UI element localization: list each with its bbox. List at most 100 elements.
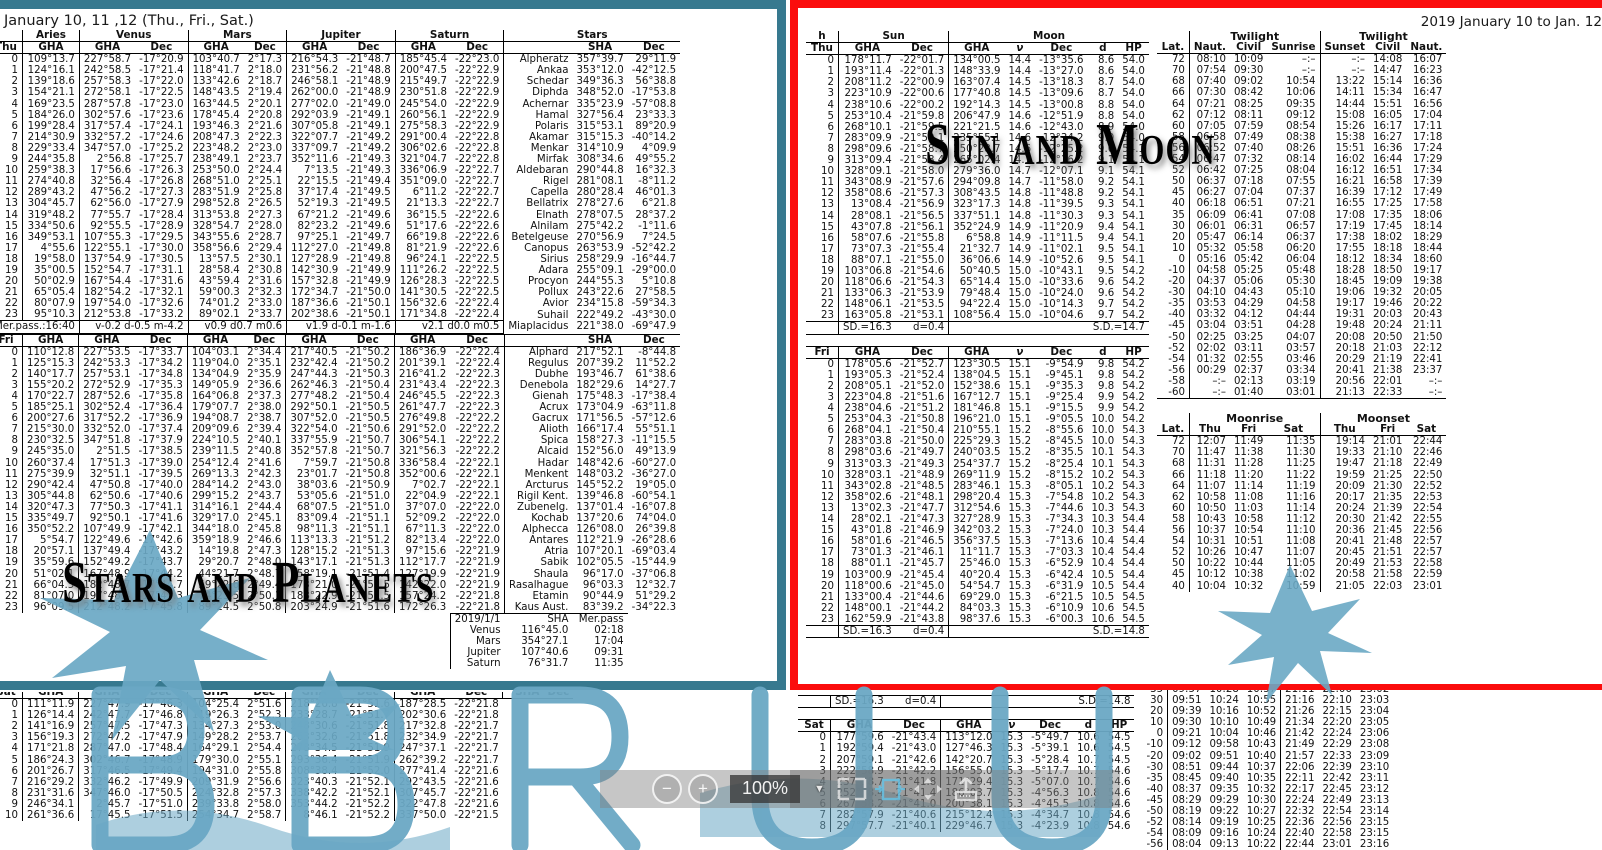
zoom-toolbar[interactable]: − + 100% ▼ xyxy=(652,772,987,806)
value-cell: -9°15.5 xyxy=(1045,403,1084,415)
value-cell: 163°07.4 xyxy=(948,77,1005,89)
time-cell: 09:21 xyxy=(1167,728,1206,740)
table-row: 23 162°59.9 -21°43.8 98°37.6 15.3 -6°00.3 10.6… xyxy=(806,613,1149,626)
value-cell: -6°52.9 xyxy=(1045,558,1084,570)
value-cell: -22°21.6 xyxy=(454,776,499,788)
value-cell: 337°50.0 xyxy=(394,810,451,822)
aries-mer-pass: Mer.pass.:16:40 xyxy=(0,320,80,334)
value-cell: 358°56.6 xyxy=(187,242,244,254)
star-name-cell: Alioth xyxy=(504,424,573,436)
value-cell: 9.9 xyxy=(1098,392,1115,403)
time-cell: 04:58 xyxy=(1188,264,1230,277)
value-cell: -21°48.9 xyxy=(899,469,945,481)
time-cell: 10:58 xyxy=(1233,513,1264,525)
value-cell: 10.5 xyxy=(1091,569,1115,581)
value-cell: 126°14.4 xyxy=(21,710,79,722)
value-cell: 37°17.4 xyxy=(286,187,343,199)
hour-cell: 5 xyxy=(11,402,18,414)
time-cell: 21:53 xyxy=(1373,558,1403,570)
table-row: 70 11:47 11:38 11:30 19:33 21:10 22:46 xyxy=(1157,447,1446,459)
value-cell: -17°26.8 xyxy=(139,176,184,188)
star-sha-cell: 217°52.1 xyxy=(576,346,624,358)
time-cell: 21:42 xyxy=(1280,728,1319,740)
value-cell: 269°13.3 xyxy=(186,468,244,480)
hour-cell: 12 xyxy=(821,491,834,503)
time-cell: 10:06 xyxy=(1286,87,1316,99)
value-cell: 246°34.1 xyxy=(21,798,79,811)
table-row: 11 274°40.8 32°56.4 -17°26.8 268°51.0 2°25.1 2… xyxy=(0,176,680,188)
value-cell: -21°52.0 xyxy=(345,765,391,777)
value-cell: -21°52.1 xyxy=(345,776,391,788)
time-cell: 05:42 xyxy=(1233,253,1264,265)
table-row: 2 208°11.2 -22°00.9 163°07.4 14.5 -13°18.3 8.7… xyxy=(806,77,1149,89)
time-cell: 11:02 xyxy=(1286,569,1316,581)
value-cell: 337°51.1 xyxy=(948,210,1005,222)
value-cell: 15.3 xyxy=(1008,514,1032,526)
zoom-in-button[interactable]: + xyxy=(688,774,718,804)
time-cell: 09:58 xyxy=(1209,739,1239,751)
value-cell: 54.2 xyxy=(1122,277,1145,289)
value-cell: -17°22.5 xyxy=(139,87,184,99)
star-dec-cell: -36°27.0 xyxy=(631,468,677,480)
fullscreen-icon[interactable] xyxy=(911,775,945,803)
table-row: 58 10:43 10:58 11:12 20:30 21:42 22:55 xyxy=(1157,513,1446,526)
value-cell: -17°30.0 xyxy=(139,242,184,254)
time-cell: 04:37 xyxy=(1188,276,1230,288)
time-cell: 22:12 xyxy=(1413,342,1443,354)
time-cell: 13:22 xyxy=(1319,76,1369,88)
time-cell: 19:46 xyxy=(1373,298,1403,310)
value-cell: 307°52.0 xyxy=(285,413,342,425)
chevron-down-icon[interactable]: ▼ xyxy=(814,783,825,795)
time-cell: 10:22 xyxy=(1188,558,1230,570)
time-cell: 14:08 xyxy=(1373,54,1403,66)
value-cell: -22°22.6 xyxy=(454,231,500,243)
fit-width-icon[interactable] xyxy=(873,775,907,803)
col-header-civil: Civil xyxy=(1369,42,1407,55)
value-cell: 14.9 xyxy=(1008,254,1032,266)
value-cell: 67°11.3 xyxy=(394,524,451,536)
hour-cell: 17 xyxy=(821,243,834,255)
value-cell: -22°21.8 xyxy=(454,699,499,711)
star-sha-cell: 96°03.3 xyxy=(582,579,624,591)
hour-cell: 8 xyxy=(827,143,834,155)
zoom-level-label[interactable]: 100% xyxy=(730,775,801,803)
star-sha-cell: 258°29.9 xyxy=(576,253,624,265)
share-upload-icon[interactable] xyxy=(949,775,983,803)
value-cell: 224°10.5 xyxy=(186,435,244,447)
time-cell: 11:07 xyxy=(1188,480,1230,492)
merpass-date: 2019/1/1 xyxy=(449,612,505,625)
time-cell: 07:55 xyxy=(1286,176,1316,188)
value-cell: -7°13.6 xyxy=(1045,536,1084,548)
value-cell: -22°21.8 xyxy=(455,601,501,613)
value-cell: -21°45.7 xyxy=(899,558,945,570)
time-cell: 10:43 xyxy=(1246,739,1277,751)
value-cell: 276°49.8 xyxy=(394,413,451,425)
table-row: 17 73°01.3 -21°46.1 11°11.7 15.3 -7°03.3 10.4 5… xyxy=(806,547,1149,559)
value-cell: -10°52.6 xyxy=(1039,254,1084,266)
table-row: 5 185°25.1 302°52.4 -17°36.4 179°07.7 2°38.0 2… xyxy=(0,402,680,414)
value-cell: 140°17.7 xyxy=(21,368,79,380)
value-cell: -21°50.7 xyxy=(345,435,391,447)
value-cell: 15.3 xyxy=(1008,536,1032,548)
value-cell: -21°52.2 xyxy=(345,798,391,810)
value-cell: 54.1 xyxy=(1122,188,1145,200)
value-cell: 306°02.6 xyxy=(394,142,451,155)
table-row: 70 07:54 09:30 –:– –:– 14:47 16:23 xyxy=(1157,65,1446,77)
value-cell: 2°41.6 xyxy=(247,457,282,469)
value-cell: -17°32.1 xyxy=(139,287,184,299)
value-cell: 230°32.5 xyxy=(21,435,79,447)
value-cell: 9.9 xyxy=(1098,403,1115,415)
col-header-5: d xyxy=(1087,42,1119,56)
value-cell: 167°54.4 xyxy=(78,276,136,288)
zoom-out-button[interactable]: − xyxy=(652,774,682,804)
value-cell: -17°48.4 xyxy=(138,743,183,755)
table-row: 4 169°23.5 287°57.8 -17°23.0 163°44.5 2°20.1 2… xyxy=(0,98,680,110)
time-cell: 20:05 xyxy=(1413,287,1443,299)
fit-page-icon[interactable] xyxy=(835,775,869,803)
value-cell: -5°39.1 xyxy=(1031,743,1070,755)
value-cell: 15.3 xyxy=(1000,732,1024,744)
hour-cell: 7 xyxy=(827,436,834,448)
value-cell: 292°43.5 xyxy=(394,776,451,788)
hour-cell: 17 xyxy=(5,535,18,547)
star-name-cell: Procyon xyxy=(503,276,573,288)
